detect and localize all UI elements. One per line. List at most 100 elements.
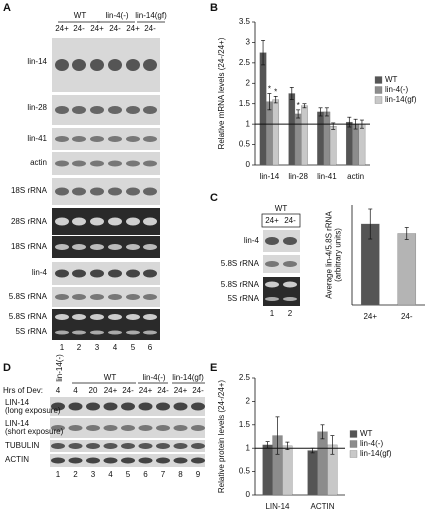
bar: [259, 52, 267, 166]
y-tick-label: 0: [246, 160, 251, 169]
band: [126, 244, 140, 250]
band: [103, 425, 118, 431]
bar: [262, 444, 273, 496]
lane-label: 20: [89, 386, 98, 395]
lane-number: 1: [60, 343, 65, 352]
band: [68, 425, 83, 431]
panel-letter: C: [210, 192, 218, 204]
y-tick-label: 1: [246, 443, 251, 452]
group-label: lin-4(-): [142, 373, 165, 382]
bar: [397, 233, 417, 306]
y-tick-label: 0.5: [239, 467, 251, 476]
band: [143, 244, 157, 250]
bar: [358, 123, 366, 166]
y-tick-label: 1: [246, 119, 251, 128]
band: [143, 59, 157, 71]
lane-number: 2: [73, 470, 78, 479]
band: [143, 136, 157, 142]
y-tick-label: 0: [246, 490, 251, 499]
band: [86, 457, 100, 464]
band: [126, 106, 140, 114]
band: [55, 294, 69, 300]
lane-number: 3: [95, 343, 100, 352]
band: [126, 160, 140, 167]
y-tick-label: 3.5: [239, 17, 251, 26]
row-label: lin-41: [27, 134, 47, 143]
legend-label: WT: [360, 429, 373, 438]
lane-label: 24-: [144, 24, 156, 33]
lane-label: 24+: [174, 386, 188, 395]
lane-number: 9: [196, 470, 201, 479]
group-label: lin-14(gf): [172, 373, 204, 382]
lane-label: 24-: [109, 24, 121, 33]
band: [72, 330, 86, 335]
bar: [323, 111, 331, 166]
x-tick-label: 24-: [401, 312, 413, 321]
band: [143, 217, 157, 226]
row-label: 18S rRNA: [11, 186, 48, 195]
band: [143, 187, 157, 196]
band: [72, 136, 86, 142]
legend-swatch: [374, 86, 383, 94]
y-tick-label: 2: [246, 78, 251, 87]
lane-label: 24-: [192, 386, 204, 395]
row-label: 5.8S rRNA: [221, 259, 260, 268]
band: [108, 59, 122, 71]
lane-number: 2: [288, 309, 293, 318]
panel-letter: D: [3, 362, 11, 374]
band: [90, 330, 104, 335]
y-tick-label: 0.5: [239, 140, 251, 149]
y-axis-label: (arbitrary units): [334, 228, 343, 282]
band: [156, 402, 170, 411]
band: [126, 217, 140, 226]
band: [173, 457, 188, 464]
bar: [352, 123, 359, 166]
y-axis-label: Average lin-4/5.8S rRNA: [325, 211, 334, 299]
band: [103, 443, 118, 449]
row-label: lin-4: [32, 268, 48, 277]
lane-number: 8: [178, 470, 183, 479]
significance-mark: *: [274, 87, 277, 96]
band: [283, 297, 297, 301]
band: [90, 314, 104, 320]
band: [143, 106, 157, 114]
x-tick-label: lin-41: [317, 172, 337, 181]
lane-box: [261, 213, 301, 228]
x-tick-label: LIN-14: [265, 502, 290, 511]
band: [265, 261, 279, 267]
band: [90, 294, 104, 300]
band: [108, 160, 122, 167]
band: [108, 106, 122, 114]
lane-number: 2: [77, 343, 82, 352]
row-label: LIN-14: [5, 419, 30, 428]
bar: [282, 445, 293, 496]
band: [121, 425, 135, 431]
bar: [272, 99, 280, 166]
band: [126, 314, 140, 320]
legend-label: lin-4(-): [385, 85, 408, 94]
row-label: 5.8S rRNA: [9, 312, 48, 321]
band: [121, 443, 135, 449]
band: [55, 106, 69, 114]
band: [51, 443, 65, 449]
band: [55, 314, 69, 320]
band: [143, 330, 157, 335]
band: [265, 237, 279, 245]
band: [143, 269, 157, 278]
band: [121, 457, 135, 464]
group-label: lin-4(-): [105, 11, 128, 20]
blot: [52, 236, 160, 258]
bar: [329, 126, 337, 166]
bar: [317, 431, 328, 496]
blot: [263, 277, 300, 292]
bar: [317, 111, 324, 166]
bar: [288, 93, 296, 166]
row-label: lin-4: [244, 236, 260, 245]
x-tick-label: 24+: [363, 312, 377, 321]
blot: [52, 95, 160, 125]
row-label: 5S rRNA: [227, 294, 259, 303]
row-label: 5S rRNA: [15, 327, 47, 336]
band: [283, 281, 297, 288]
panel-letter: B: [210, 2, 218, 14]
